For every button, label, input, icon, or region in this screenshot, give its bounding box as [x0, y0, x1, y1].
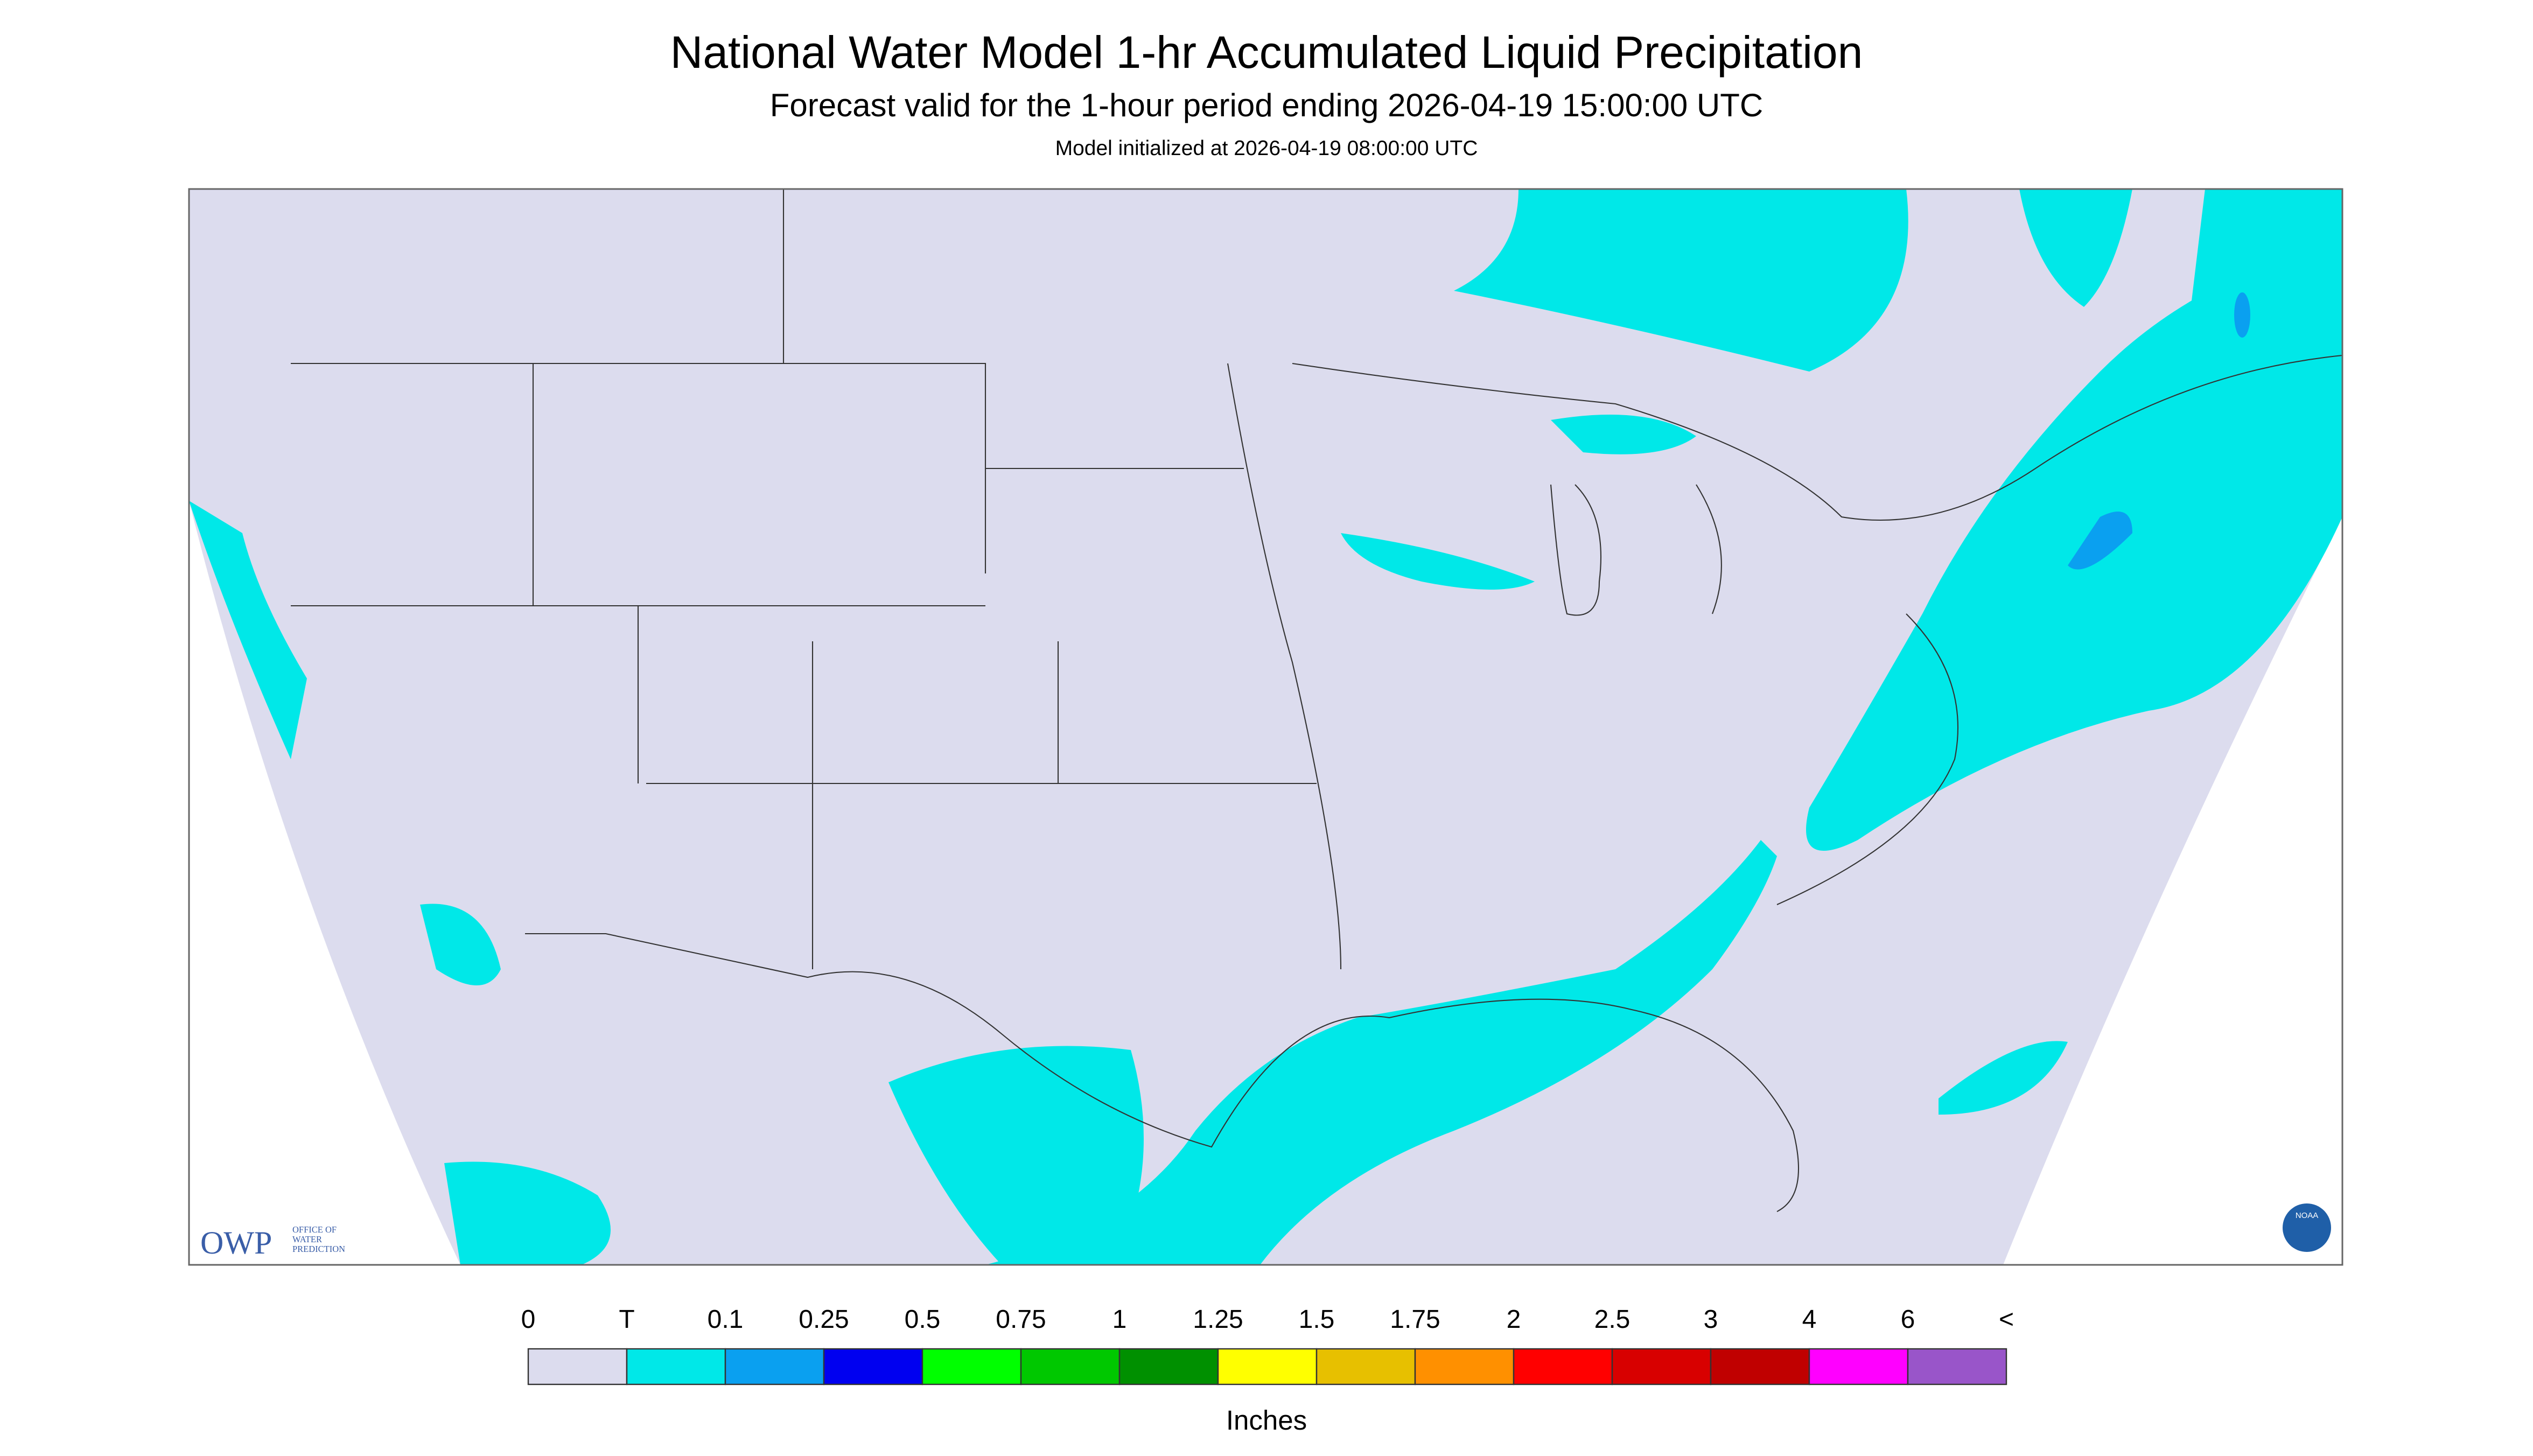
noaa-logo-text: NOAA: [2296, 1211, 2319, 1220]
owp-name-line: OFFICE OF: [292, 1224, 337, 1235]
legend-swatch: [1513, 1348, 1613, 1385]
legend-swatch: [1217, 1348, 1318, 1385]
border: [1292, 354, 2343, 521]
legend-swatch: [1316, 1348, 1416, 1385]
precip-area: [2068, 512, 2132, 570]
legend-label: 4: [1802, 1305, 1817, 1334]
legend-swatch: [1020, 1348, 1121, 1385]
precip-area: [1939, 1041, 2068, 1115]
legend-label: 0.1: [708, 1305, 744, 1334]
legend-label: 1.75: [1390, 1305, 1440, 1334]
legend-label: T: [619, 1305, 634, 1334]
precip-area: [2234, 292, 2250, 338]
precip-area: [1454, 189, 1908, 372]
legend-label: 0.25: [799, 1305, 849, 1334]
precip-area: [985, 840, 1777, 1265]
legend-label: 0.75: [996, 1305, 1046, 1334]
legend-swatch: [1118, 1348, 1219, 1385]
model-domain: [189, 189, 2342, 1265]
owp-name-line: PREDICTION: [292, 1244, 345, 1254]
owp-name-line: WATER: [292, 1234, 322, 1244]
legend-label: <: [1999, 1305, 2014, 1334]
title: National Water Model 1-hr Accumulated Li…: [670, 27, 1863, 78]
precip-areas: [189, 189, 2342, 1265]
precip-area: [444, 1161, 611, 1265]
coastline: [525, 933, 1799, 1212]
state-boundary: [291, 189, 1342, 970]
legend-label: 1.25: [1193, 1305, 1243, 1334]
legend-swatch: [1414, 1348, 1515, 1385]
legend-swatch: [1611, 1348, 1712, 1385]
subtitle: Forecast valid for the 1-hour period end…: [770, 87, 1763, 123]
legend-label: 0: [521, 1305, 536, 1334]
precip-area: [2189, 189, 2342, 324]
precip-area: [1341, 533, 1535, 590]
legend-swatch: [626, 1348, 726, 1385]
legend-swatch: [1808, 1348, 1909, 1385]
precip-area: [189, 501, 307, 760]
legend-label: 1.5: [1299, 1305, 1335, 1334]
legend-swatch: [527, 1348, 628, 1385]
init-note: Model initialized at 2026-04-19 08:00:00…: [1055, 137, 1478, 160]
legend-swatch: [921, 1348, 1022, 1385]
boundaries: [291, 189, 2343, 1212]
legend-label: 1: [1112, 1305, 1127, 1334]
noaa-logo: [2283, 1203, 2331, 1252]
precip-area: [1551, 415, 1696, 454]
owp-logo: OWP: [200, 1225, 272, 1261]
coastline: [1550, 484, 1958, 905]
legend-label: 0.5: [905, 1305, 941, 1334]
legend-label: 3: [1704, 1305, 1718, 1334]
legend-swatch: [823, 1348, 923, 1385]
legend: 0 T 0.1 0.25 0.5 0.75 1 1.25 1.5 1.75 2 2.5 3 4 6 <: [521, 1305, 2014, 1385]
legend-label: 6: [1901, 1305, 1915, 1334]
precip-area: [888, 1046, 1144, 1265]
legend-swatch: [724, 1348, 825, 1385]
precip-area: [1806, 242, 2342, 851]
legend-swatch: [1710, 1348, 1810, 1385]
precip-area: [420, 904, 501, 986]
legend-units: Inches: [1226, 1405, 1307, 1436]
precip-area: [2019, 189, 2132, 307]
legend-label: 2.5: [1594, 1305, 1631, 1334]
map-frame: [188, 188, 2343, 1266]
legend-swatch: [1907, 1348, 2007, 1385]
legend-label: 2: [1507, 1305, 1521, 1334]
